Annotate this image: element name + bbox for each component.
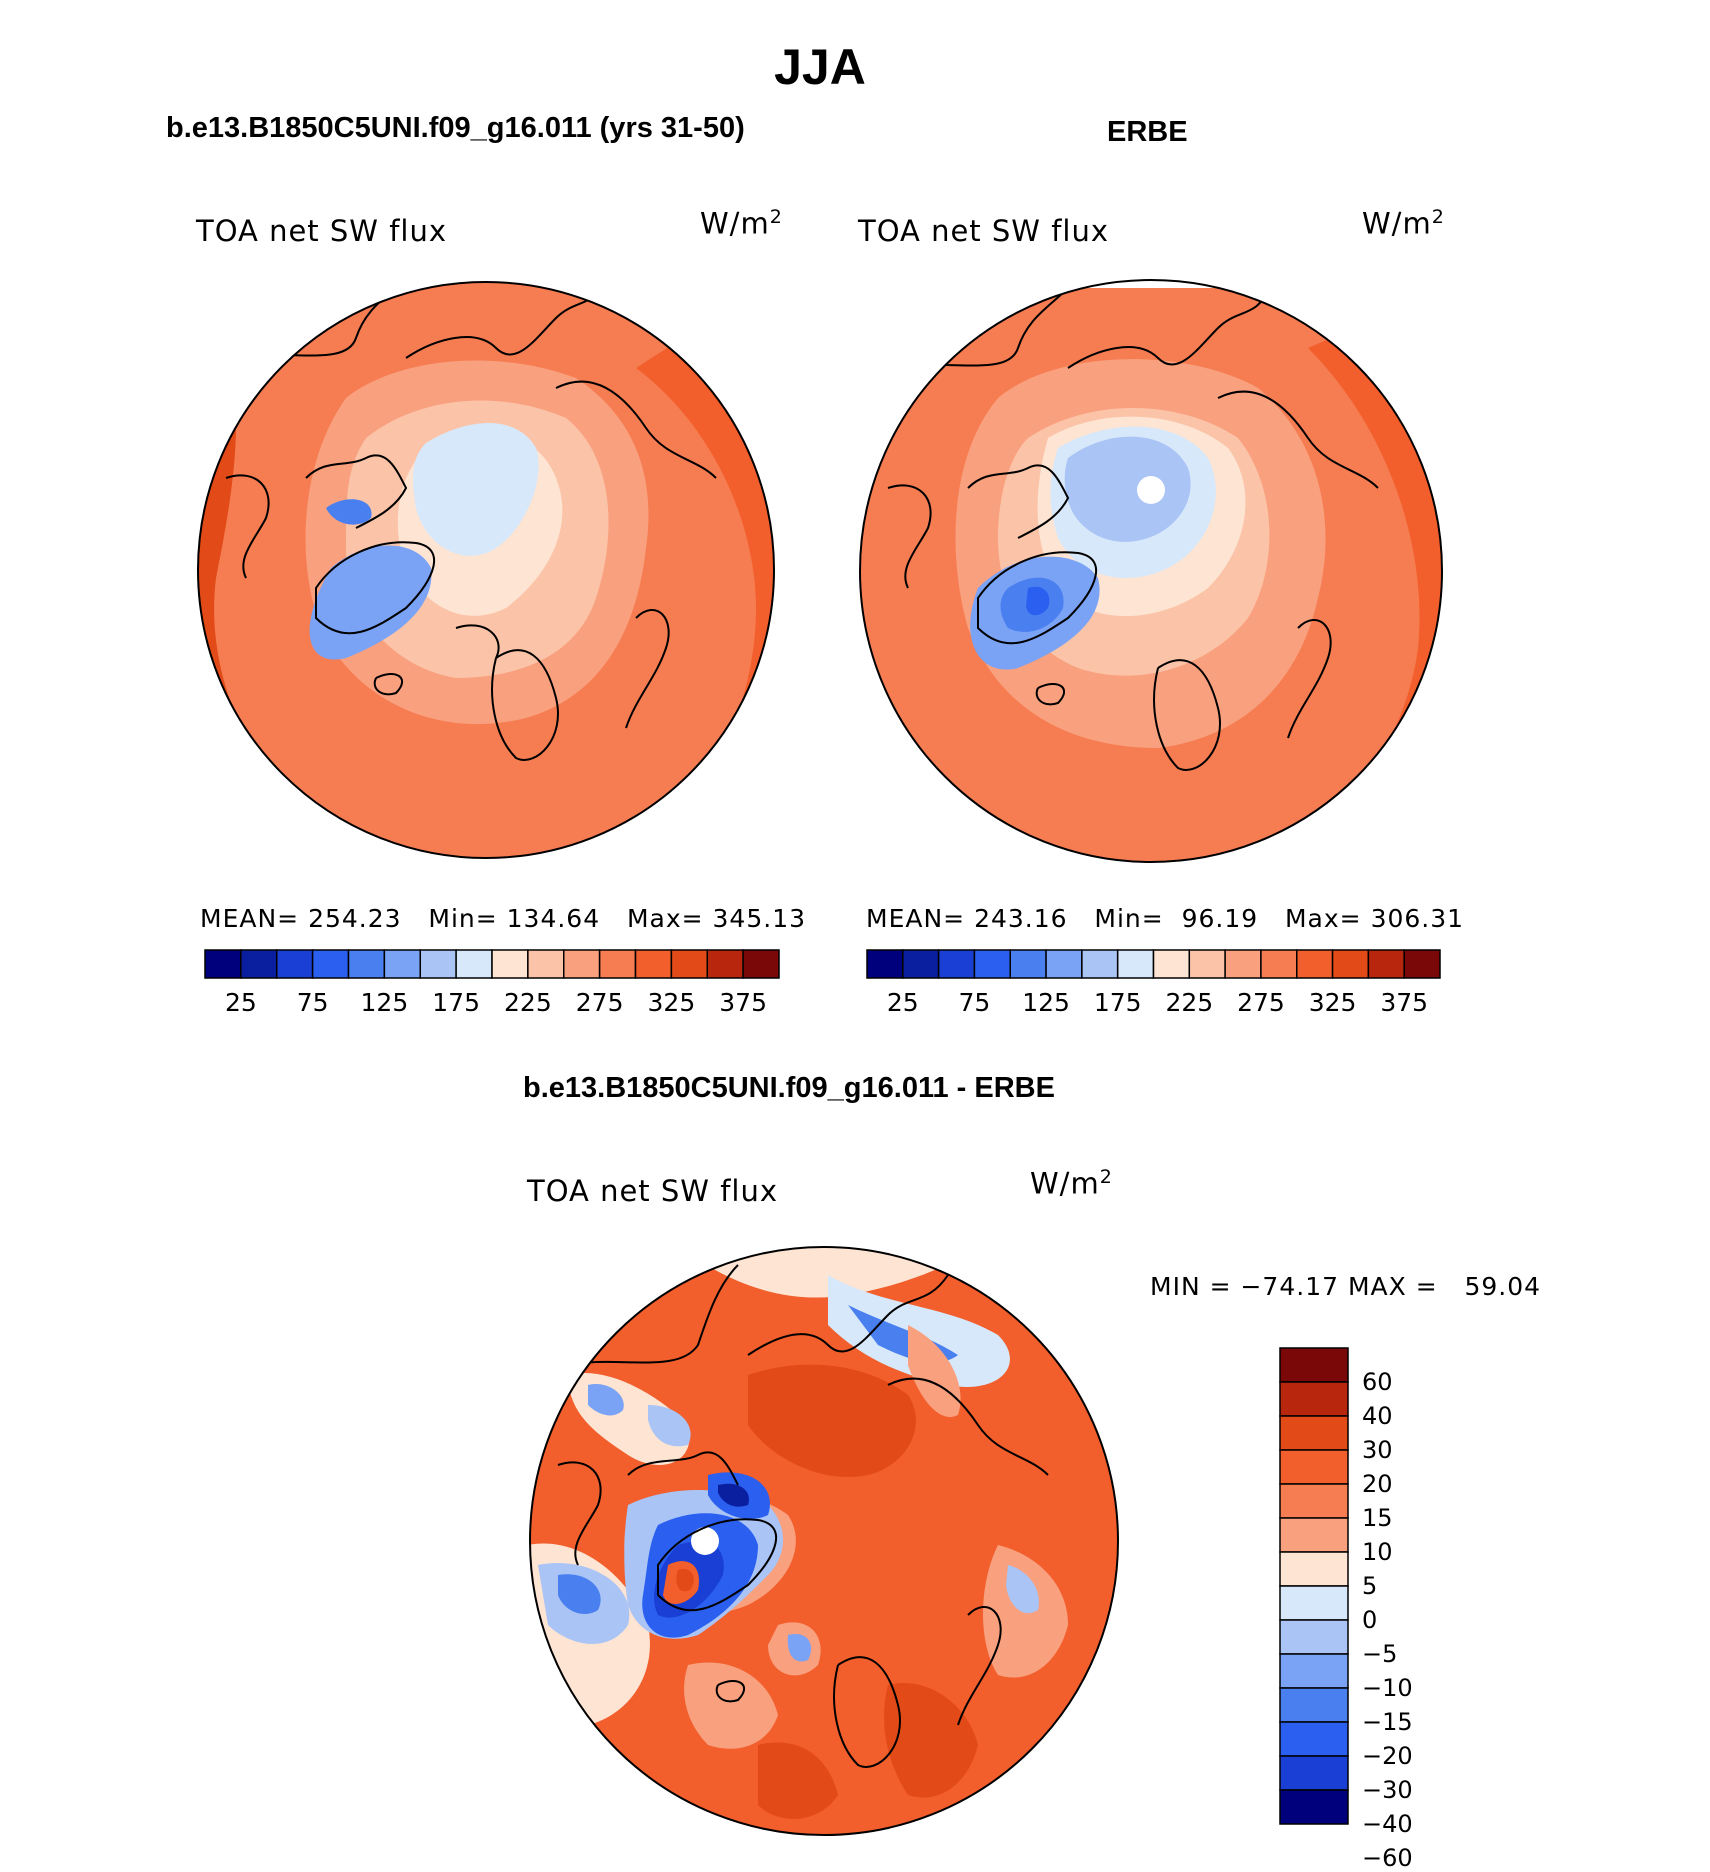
model-colorbar-box-15 — [742, 949, 780, 979]
obs-colorbar-box-6 — [1081, 949, 1119, 979]
obs-colorbar-tick-label: 175 — [1093, 988, 1142, 1017]
obs-colorbar-box-11 — [1260, 949, 1298, 979]
diff-colorbar-tick-label: −20 — [1362, 1742, 1413, 1770]
diff-colorbar-box-2 — [1279, 1415, 1349, 1451]
diff-colorbar-tick-label: −15 — [1362, 1708, 1413, 1736]
diff-colorbar-tick-label: 15 — [1362, 1504, 1393, 1532]
obs-colorbar-box-9 — [1188, 949, 1226, 979]
obs-polar-map — [859, 279, 1443, 863]
diff-colorbar-tick-label: −5 — [1362, 1640, 1398, 1668]
obs-colorbar-box-7 — [1116, 949, 1155, 979]
diff-polar-map — [529, 1246, 1119, 1836]
diff-colorbar-tick-label: −30 — [1362, 1776, 1413, 1804]
model-colorbar-box-4 — [347, 949, 386, 979]
obs-colorbar-box-15 — [1403, 949, 1441, 979]
obs-colorbar-box-0 — [866, 949, 904, 979]
diff-colorbar-tick-label: 20 — [1362, 1470, 1393, 1498]
obs-colorbar-box-13 — [1331, 949, 1370, 979]
diff-variable-label: TOA net SW flux — [527, 1174, 779, 1208]
obs-units-label: W/m2 — [1362, 206, 1445, 241]
model-colorbar-box-7 — [455, 949, 493, 979]
diff-colorbar-box-11 — [1279, 1721, 1349, 1757]
diff-colorbar-box-3 — [1279, 1449, 1349, 1485]
diff-colorbar-box-10 — [1279, 1687, 1349, 1723]
model-colorbar-tick-label: 125 — [360, 988, 409, 1017]
diff-colorbar-tick-label: 30 — [1362, 1436, 1393, 1464]
diff-colorbar-tick-label: 40 — [1362, 1402, 1393, 1430]
model-colorbar-box-5 — [383, 949, 421, 979]
figure-title: JJA — [774, 39, 866, 95]
diff-colorbar-labels: 60 40 30 20 15 10 5 0 −5 −10 −15 −20 −30 −40 −60 — [1362, 1348, 1442, 1872]
obs-colorbar-tick-label: 125 — [1022, 988, 1070, 1017]
obs-colorbar-box-8 — [1152, 949, 1191, 979]
obs-colorbar-tick-label: 25 — [886, 988, 919, 1017]
model-polar-map — [197, 281, 775, 859]
model-colorbar-tick-label: 375 — [719, 988, 767, 1017]
model-colorbar-box-12 — [634, 949, 673, 979]
diff-colorbar-box-9 — [1279, 1653, 1349, 1689]
obs-stats: MEAN= 243.16 Min= 96.19 Max= 306.31 — [866, 904, 1465, 933]
obs-colorbar-tick-label: 75 — [958, 988, 991, 1017]
model-colorbar-box-1 — [240, 949, 278, 979]
obs-colorbar-tick-label: 225 — [1165, 988, 1214, 1017]
obs-colorbar — [866, 949, 1441, 979]
obs-colorbar-box-1 — [902, 949, 940, 979]
obs-colorbar-tick-label: 325 — [1308, 988, 1357, 1017]
diff-colorbar — [1279, 1347, 1349, 1825]
diff-stats: MIN = −74.17 MAX = 59.04 — [1150, 1272, 1542, 1301]
model-colorbar-box-8 — [491, 949, 529, 979]
model-colorbar — [204, 949, 780, 979]
diff-panel-title: b.e13.B1850C5UNI.f09_g16.011 - ERBE — [523, 1072, 1055, 1104]
diff-colorbar-tick-label: 10 — [1362, 1538, 1393, 1566]
model-colorbar-box-10 — [563, 949, 601, 979]
model-colorbar-box-13 — [670, 949, 708, 979]
obs-variable-label: TOA net SW flux — [858, 214, 1110, 248]
model-colorbar-box-14 — [706, 949, 744, 979]
obs-colorbar-box-2 — [937, 949, 976, 979]
model-panel-title: b.e13.B1850C5UNI.f09_g16.011 (yrs 31-50) — [166, 112, 745, 144]
obs-colorbar-labels: 25 75 125 175 225 275 325 375 — [867, 988, 1440, 1020]
diff-units-label: W/m2 — [1030, 1166, 1113, 1201]
model-colorbar-box-6 — [419, 949, 457, 979]
diff-colorbar-box-4 — [1279, 1483, 1349, 1519]
obs-colorbar-box-5 — [1045, 949, 1083, 979]
obs-colorbar-box-14 — [1367, 949, 1405, 979]
model-stats: MEAN= 254.23 Min= 134.64 Max= 345.13 — [200, 904, 807, 933]
model-colorbar-tick-label: 325 — [647, 988, 696, 1017]
model-units-label: W/m2 — [700, 206, 783, 241]
diff-colorbar-tick-label: −60 — [1362, 1844, 1413, 1872]
model-colorbar-tick-label: 75 — [296, 988, 329, 1017]
model-colorbar-box-3 — [311, 949, 350, 979]
model-colorbar-box-9 — [527, 949, 565, 979]
diff-colorbar-box-6 — [1279, 1551, 1349, 1587]
obs-colorbar-tick-label: 275 — [1237, 988, 1285, 1017]
model-colorbar-tick-label: 175 — [432, 988, 480, 1017]
model-colorbar-box-0 — [204, 949, 242, 979]
model-variable-label: TOA net SW flux — [196, 214, 448, 248]
diff-colorbar-tick-label: −10 — [1362, 1674, 1413, 1702]
diff-colorbar-tick-label: 5 — [1362, 1572, 1378, 1600]
obs-colorbar-box-10 — [1224, 949, 1262, 979]
obs-colorbar-box-4 — [1009, 949, 1047, 979]
diff-colorbar-box-1 — [1279, 1381, 1349, 1417]
model-colorbar-tick-label: 225 — [504, 988, 552, 1017]
model-colorbar-tick-label: 275 — [575, 988, 624, 1017]
diff-colorbar-box-0 — [1279, 1347, 1349, 1383]
diff-colorbar-box-5 — [1279, 1517, 1349, 1553]
obs-colorbar-tick-label: 375 — [1380, 988, 1429, 1017]
diff-colorbar-tick-label: 0 — [1362, 1606, 1378, 1634]
diff-colorbar-tick-label: −40 — [1362, 1810, 1413, 1838]
model-colorbar-tick-label: 25 — [224, 988, 257, 1017]
model-colorbar-box-11 — [598, 949, 637, 979]
diff-colorbar-box-13 — [1279, 1789, 1349, 1825]
diff-colorbar-box-12 — [1279, 1755, 1349, 1791]
obs-colorbar-box-3 — [973, 949, 1011, 979]
obs-colorbar-box-12 — [1296, 949, 1334, 979]
diff-colorbar-tick-label: 60 — [1362, 1368, 1393, 1396]
obs-panel-title: ERBE — [1107, 116, 1188, 148]
model-colorbar-labels: 25 75 125 175 225 275 325 375 — [205, 988, 779, 1020]
diff-colorbar-box-7 — [1279, 1585, 1349, 1621]
diff-colorbar-box-8 — [1279, 1619, 1349, 1655]
model-colorbar-box-2 — [276, 949, 314, 979]
